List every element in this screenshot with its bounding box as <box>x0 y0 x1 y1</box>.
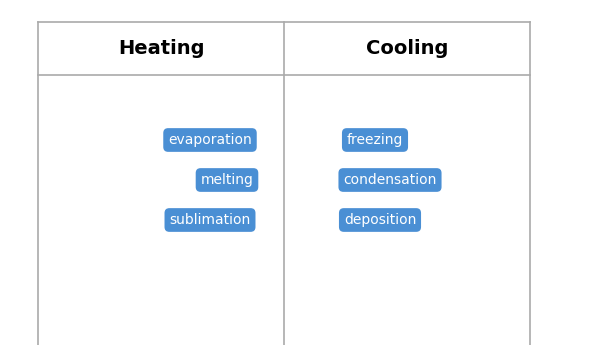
Text: condensation: condensation <box>343 173 437 187</box>
Text: melting: melting <box>200 173 254 187</box>
Text: deposition: deposition <box>344 213 416 227</box>
Text: freezing: freezing <box>347 133 403 147</box>
Text: Cooling: Cooling <box>366 39 448 58</box>
Text: evaporation: evaporation <box>168 133 252 147</box>
Text: sublimation: sublimation <box>169 213 251 227</box>
Text: Heating: Heating <box>118 39 205 58</box>
